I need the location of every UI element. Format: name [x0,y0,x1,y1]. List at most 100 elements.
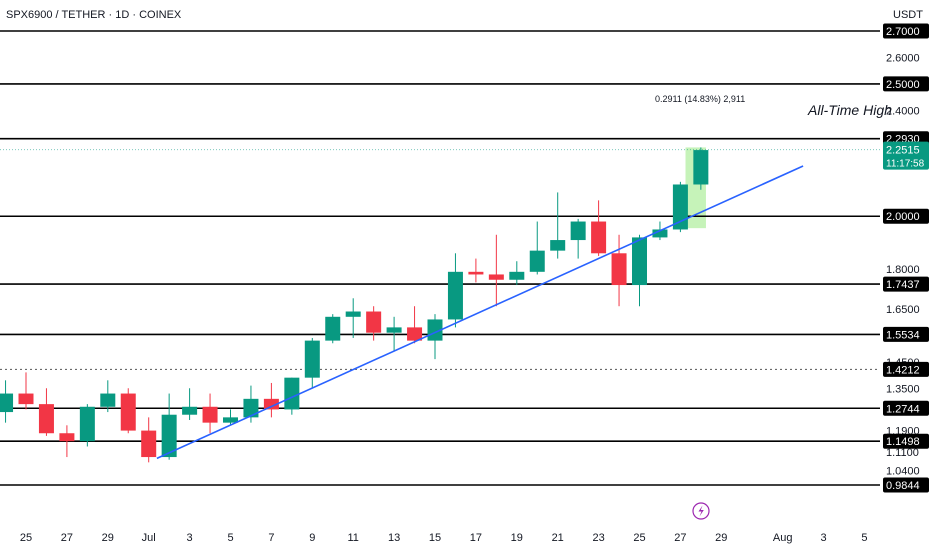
level-badge [883,23,929,39]
candle-body [509,271,525,280]
candle-body [652,229,668,238]
candle [223,409,238,426]
candle-body [591,221,607,254]
trendline-layer [156,165,804,460]
candle-body [366,311,382,333]
candle [345,298,361,338]
candle [591,200,607,256]
candle [0,380,14,423]
candle [38,388,54,436]
level-label: 0.9844 [886,480,920,492]
time-tick-label: 5 [861,532,867,544]
time-tick-label: 13 [388,532,400,544]
price-tick-label: 1.8000 [886,264,920,276]
time-tick-label: 11 [347,532,358,544]
candle-body [447,271,463,320]
time-tick-label: 15 [429,532,441,544]
candle-body [632,237,647,286]
level-label: 2.7000 [886,26,920,38]
candle-body [407,327,423,341]
level-label: 2.0000 [886,211,920,223]
candle-body [325,316,341,341]
candle-body [202,406,218,423]
horizontal-levels [0,30,880,486]
candle-body [38,404,54,434]
price-axis-bg [880,0,932,550]
ath-label: All-Time High [807,102,892,118]
candle-body [182,406,198,415]
level-badge [883,433,929,449]
time-axis: 25 27 29 Jul 3 5 7 9 11 13 15 17 19 21 23 25 27 29 Aug 3 5 [20,532,868,544]
trendline [156,165,804,460]
time-tick-label: 27 [61,532,73,544]
candle-body [386,327,402,333]
candle [672,181,688,233]
candle [488,234,504,307]
time-tick-label: 3 [820,532,826,544]
time-tick-label: 9 [309,532,315,544]
time-tick-label: 3 [187,532,193,544]
candle [59,425,75,458]
level-label: 2.5000 [886,79,920,91]
candle [693,147,709,190]
level-badge [883,477,929,493]
current-price-badge [883,141,929,170]
price-tick-label: 1.6500 [886,304,920,316]
candle [243,385,259,423]
candle [468,258,484,283]
time-tick-label: 29 [102,532,114,544]
candle-body [141,430,157,458]
currency-label: USDT [893,9,923,21]
candle-body [243,398,259,418]
time-tick-label: Jul [142,532,156,544]
candle-body [427,319,443,341]
time-tick-label: 19 [511,532,523,544]
level-label: 1.1498 [886,436,920,448]
time-tick-label: 7 [268,532,274,544]
candle [263,382,279,418]
time-tick-label: Aug [773,532,793,544]
lightning-icon[interactable] [692,502,710,520]
level-badge [883,208,929,224]
candle-body [529,250,545,272]
candle-body [263,398,279,410]
time-tick-label: 25 [20,532,32,544]
candle [509,261,525,286]
candle-body [672,184,688,230]
candle-body [693,150,709,185]
candle [447,253,463,328]
dotted-level-badge [883,361,929,377]
candle-body [0,393,14,413]
candle [570,218,586,259]
time-tick-label: 21 [552,532,564,544]
candle [304,337,320,389]
candle-body [100,393,116,407]
candle-body [570,221,586,241]
candle-body [284,377,300,410]
candle [100,380,116,413]
price-tick-label: 2.6000 [886,52,920,64]
level-label: 1.2744 [886,403,920,415]
time-tick-label: 23 [592,532,604,544]
candle [161,393,177,460]
candle [284,377,300,415]
candle-body [59,433,75,442]
price-axis: 2.70002.60002.40001.80001.65001.45001.35… [880,0,932,550]
candle-body [468,271,484,275]
candle [182,388,198,421]
time-tick-label: 5 [227,532,233,544]
countdown-label: 11:17:58 [886,159,925,170]
candle [120,388,136,434]
level-label: 1.5534 [886,329,920,341]
candle-body [304,340,320,378]
current-price-label: 2.2515 [886,145,920,157]
candle [386,316,402,352]
candle-body [488,274,504,280]
level-badge [883,76,929,92]
symbol-header: SPX6900 / TETHER · 1D · COINEX [6,9,182,21]
candle-body [79,406,95,442]
candle [366,306,382,341]
candle [550,192,566,259]
